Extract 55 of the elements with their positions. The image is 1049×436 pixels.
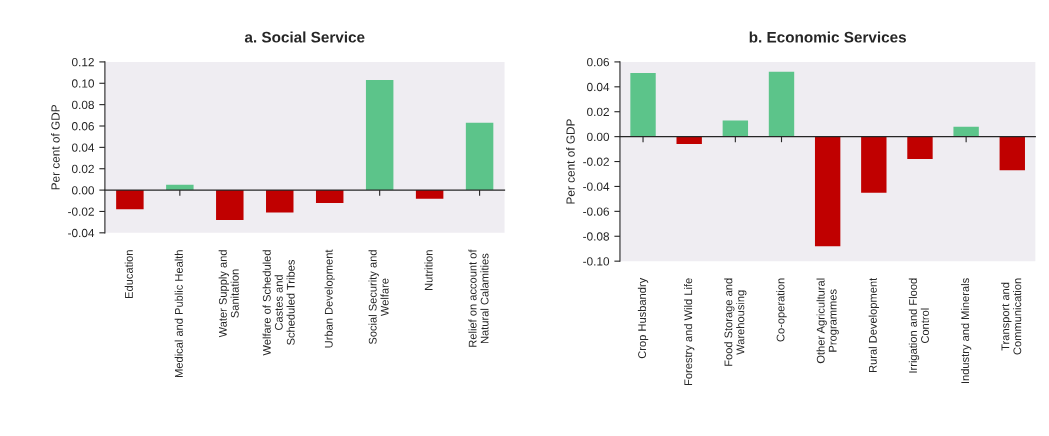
x-tick-label: Co-operation [776,278,787,342]
bar [216,190,244,221]
x-tick-label: Social Security and Welfare [368,250,389,345]
bar [907,136,933,160]
x-tick-label: Industry and Minerals [960,278,972,384]
y-tick-label: -0.04 [583,182,610,191]
bar [315,190,344,203]
x-tick-label: Other Agricultural Programmes [816,278,839,364]
y-tick-label: -0.10 [583,257,610,266]
y-tick-label: -0.06 [583,207,610,216]
y-tick-label: -0.08 [583,232,610,241]
y-tick-label: 0.08 [71,100,94,110]
y-tick-label: 0.12 [71,57,94,67]
bar [116,190,144,210]
y-tick-label: 0.04 [587,82,610,92]
y-tick-label: 0.06 [71,122,94,131]
y-tick-label: 0.00 [71,186,95,195]
x-tick-label: Crop Husbandry [637,277,649,359]
x-tick-label: Water Supply and Sanitation [218,250,239,338]
bar [861,136,887,193]
y-tick-label: 0.04 [71,143,95,152]
x-tick-label: Transport and Communication [1001,278,1022,355]
x-tick-label: Nutrition [424,250,433,290]
x-tick-label: Irrigation and Flood Control [908,278,929,373]
bar [415,190,444,199]
y-axis-title: Per cent of GDP [51,105,60,190]
y-tick-label: 0.10 [71,79,95,88]
y-tick-label: -0.04 [68,228,95,238]
bar [630,73,656,137]
x-tick-label: Relief on account of Natural Calamities [468,249,489,347]
bar [266,190,294,213]
y-tick-label: 0.02 [71,164,94,174]
y-tick-label: -0.02 [583,157,609,166]
bar [999,136,1025,171]
y-tick-label: -0.02 [68,207,94,216]
bar [465,122,494,191]
x-tick-label: Forestry and Wild Life [684,278,695,385]
y-tick-label: 0.00 [587,132,610,142]
bar [722,120,749,137]
chart-title: b. Economic Services [749,31,907,43]
x-tick-label: Welfare of Scheduled Castes and Scheduled Tribes [262,250,295,356]
bar [768,71,795,137]
x-tick-label: Food Storage and Warehousing [724,278,747,366]
bar [676,136,702,145]
y-axis-title: Per cent of GDP [566,119,575,204]
x-tick-label: Medical and Public Health [174,250,183,378]
x-tick-label: Urban Development [324,249,335,348]
bar [814,136,841,247]
x-tick-label: Rural Development [868,277,879,373]
y-tick-label: 0.06 [587,57,610,67]
y-tick-label: 0.02 [587,107,609,117]
chart-title: a. Social Service [244,31,365,43]
x-tick-label: Education [124,250,133,298]
bar [953,126,979,137]
bar [365,80,394,191]
